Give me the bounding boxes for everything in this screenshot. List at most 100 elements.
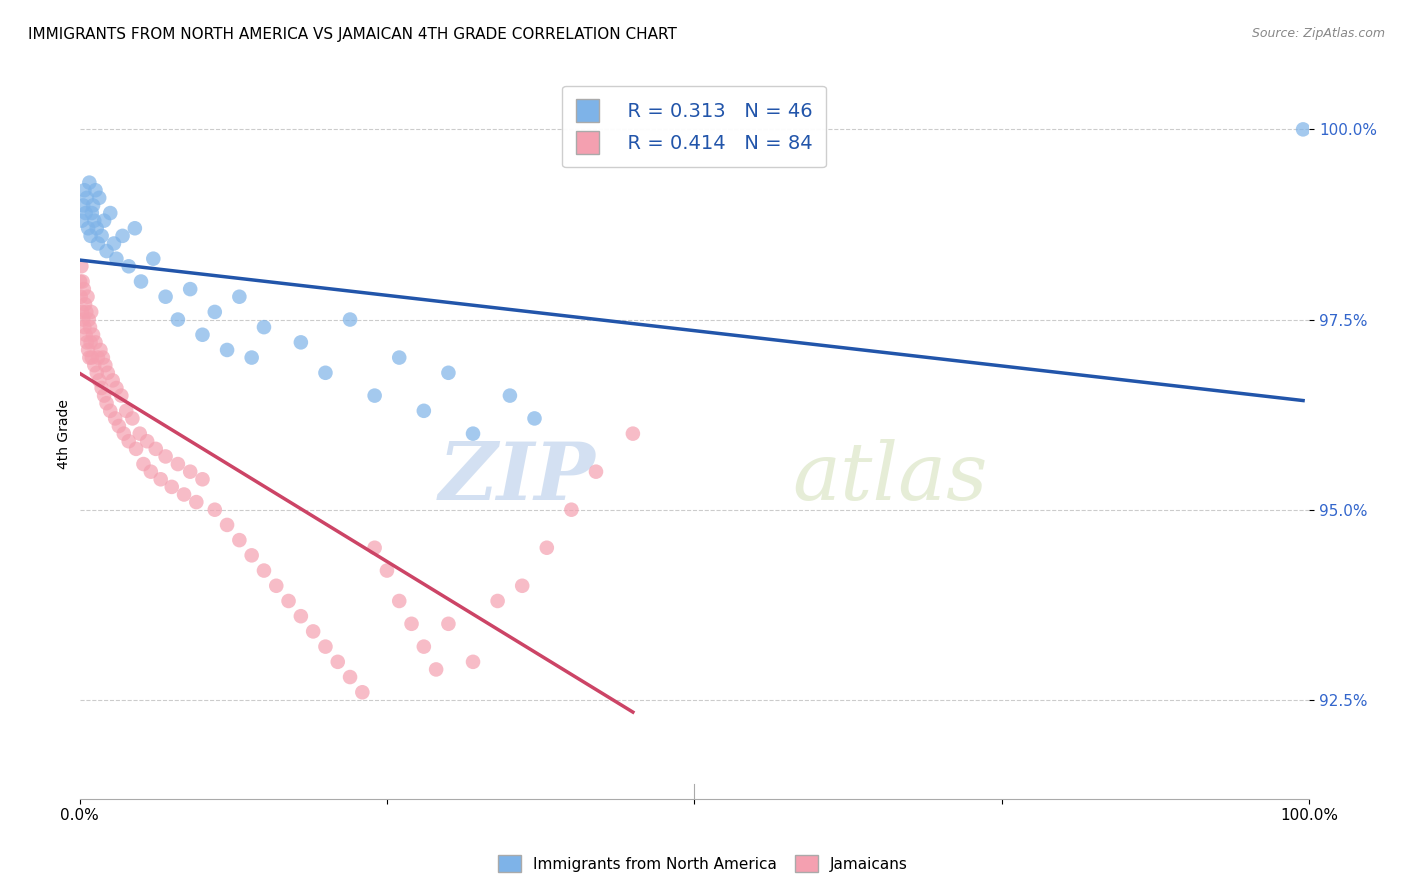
Point [437,366,460,380]
Point [339,670,361,684]
Point [86,366,108,380]
Point [79,335,101,350]
Point [290,609,312,624]
Text: atlas: atlas [793,439,988,516]
Point [90,228,112,243]
Point [75,206,97,220]
Point [290,335,312,350]
Point [412,404,434,418]
Point [204,502,226,516]
Point [79,351,101,365]
Point [82,198,104,212]
Point [228,533,250,548]
Point [94,358,117,372]
Point [240,351,263,365]
Point [97,366,120,380]
Point [84,183,107,197]
Point [129,275,152,289]
Point [1292,122,1315,136]
Point [93,213,115,227]
Point [510,579,533,593]
Point [70,305,93,319]
Point [82,327,104,342]
Point [217,517,239,532]
Point [96,244,118,258]
Point [83,358,105,372]
Point [112,426,135,441]
Point [70,260,93,274]
Point [89,373,111,387]
Point [121,411,143,425]
Point [98,404,121,418]
Point [302,624,325,639]
Point [77,343,100,357]
Point [363,541,385,555]
Point [139,465,162,479]
Point [89,191,111,205]
Point [77,221,100,235]
Point [173,487,195,501]
Point [96,396,118,410]
Point [186,495,208,509]
Point [191,472,214,486]
Point [80,305,103,319]
Point [167,312,190,326]
Point [87,236,110,251]
Point [69,275,91,289]
Point [80,206,103,220]
Point [80,351,103,365]
Point [98,206,121,220]
Point [69,290,91,304]
Point [326,655,349,669]
Point [352,685,374,699]
Point [425,662,447,676]
Point [90,381,112,395]
Text: IMMIGRANTS FROM NORTH AMERICA VS JAMAICAN 4TH GRADE CORRELATION CHART: IMMIGRANTS FROM NORTH AMERICA VS JAMAICA… [28,27,678,42]
Point [124,221,146,235]
Point [73,183,96,197]
Legend:   R = 0.313   N = 46,   R = 0.414   N = 84: R = 0.313 N = 46, R = 0.414 N = 84 [562,86,827,168]
Point [89,343,111,357]
Point [142,252,165,266]
Point [486,594,509,608]
Point [79,320,101,334]
Point [132,457,155,471]
Point [73,282,96,296]
Point [228,290,250,304]
Point [217,343,239,357]
Point [118,260,141,274]
Point [277,594,299,608]
Point [461,426,484,441]
Point [523,411,546,425]
Point [115,404,138,418]
Point [77,312,100,326]
Point [375,564,398,578]
Point [145,442,167,456]
Point [79,228,101,243]
Point [585,465,607,479]
Point [314,640,336,654]
Point [72,198,94,212]
Point [76,335,98,350]
Point [72,312,94,326]
Point [160,480,183,494]
Point [105,252,128,266]
Y-axis label: 4th Grade: 4th Grade [58,399,72,468]
Point [314,366,336,380]
Point [72,275,94,289]
Text: ZIP: ZIP [439,439,596,516]
Point [108,419,131,434]
Point [155,290,177,304]
Point [461,655,484,669]
Point [388,594,411,608]
Point [179,465,201,479]
Point [76,191,98,205]
Point [93,389,115,403]
Point [240,549,263,563]
Point [167,457,190,471]
Point [73,297,96,311]
Point [412,640,434,654]
Point [86,221,108,235]
Point [621,426,644,441]
Point [103,236,125,251]
